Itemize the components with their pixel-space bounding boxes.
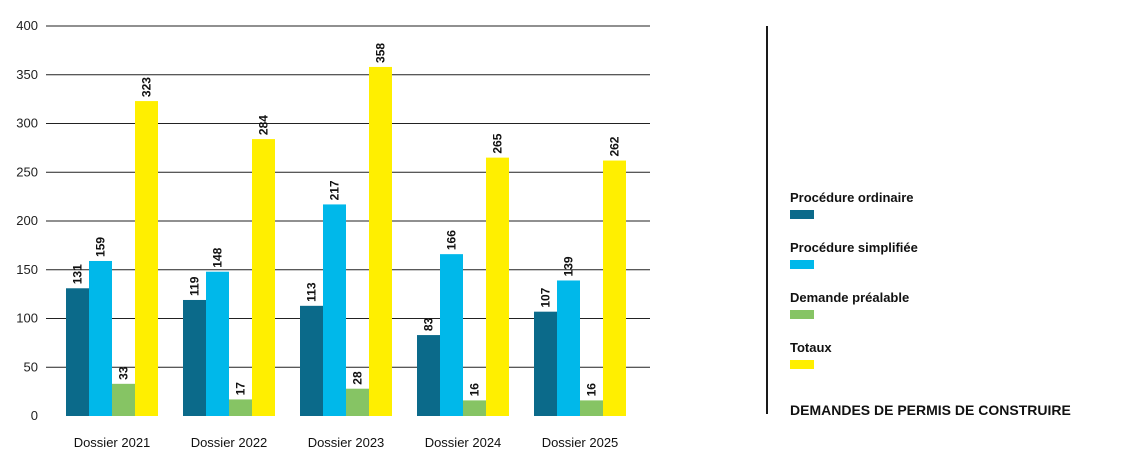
legend-item: Demande préalable (790, 290, 918, 340)
legend-swatch (790, 360, 814, 369)
data-label: 358 (374, 43, 388, 63)
data-label: 16 (585, 383, 599, 397)
legend-item: Procédure ordinaire (790, 190, 918, 240)
legend-swatch (790, 210, 814, 219)
bar (135, 101, 158, 416)
data-label: 119 (188, 276, 202, 296)
bar (603, 160, 626, 416)
y-tick-label: 50 (24, 359, 38, 374)
bar (346, 388, 369, 416)
bars (66, 66, 626, 416)
bar (252, 139, 275, 416)
y-tick-label: 350 (16, 67, 38, 82)
bar (112, 383, 135, 416)
data-label: 131 (71, 264, 85, 284)
data-label: 159 (94, 237, 108, 257)
vertical-divider (766, 26, 768, 414)
data-label: 139 (562, 256, 576, 276)
data-label: 33 (117, 366, 131, 380)
legend-swatch (790, 310, 814, 319)
data-label: 265 (491, 133, 505, 153)
x-category-label: Dossier 2021 (74, 435, 151, 450)
bar (229, 399, 252, 416)
bar (463, 400, 486, 416)
legend-label: Totaux (790, 340, 832, 355)
data-label: 262 (608, 136, 622, 156)
bar (206, 271, 229, 416)
x-category-label: Dossier 2025 (542, 435, 619, 450)
legend-item: Procédure simplifiée (790, 240, 918, 290)
x-axis-categories: Dossier 2021 Dossier 2022 Dossier 2023 Doss… (74, 435, 619, 450)
data-label: 323 (140, 77, 154, 97)
y-tick-label: 200 (16, 213, 38, 228)
y-tick-label: 100 (16, 311, 38, 326)
y-tick-label: 400 (16, 18, 38, 33)
legend-item: Totaux (790, 340, 918, 390)
bar (89, 260, 112, 416)
bar (486, 157, 509, 416)
y-tick-label: 150 (16, 262, 38, 277)
data-label: 28 (351, 371, 365, 385)
legend-label: Procédure simplifiée (790, 240, 918, 255)
legend-label: Procédure ordinaire (790, 190, 914, 205)
x-category-label: Dossier 2023 (308, 435, 385, 450)
y-axis-ticks: 0 50 100 150 200 250 300 350 400 (16, 18, 38, 423)
data-labels: 131 159 33 323 119 148 17 284 113 217 28 358 83 166 16… (71, 43, 622, 397)
data-label: 16 (468, 383, 482, 397)
x-category-label: Dossier 2022 (191, 435, 268, 450)
legend: Procédure ordinaire Procédure simplifiée D… (790, 190, 918, 390)
bar (323, 204, 346, 416)
bar (534, 311, 557, 416)
y-tick-label: 250 (16, 164, 38, 179)
data-label: 17 (234, 382, 248, 396)
bar (300, 305, 323, 416)
bar (369, 66, 392, 416)
bar (417, 335, 440, 416)
data-label: 166 (445, 230, 459, 250)
bar (66, 288, 89, 416)
chart-title: DEMANDES DE PERMIS DE CONSTRUIRE (790, 402, 1071, 418)
data-label: 107 (539, 287, 553, 307)
data-label: 148 (211, 247, 225, 267)
bar (557, 280, 580, 416)
data-label: 284 (257, 115, 271, 135)
y-tick-label: 0 (31, 408, 38, 423)
data-label: 217 (328, 180, 342, 200)
x-category-label: Dossier 2024 (425, 435, 502, 450)
bar (183, 299, 206, 416)
legend-swatch (790, 260, 814, 269)
data-label: 83 (422, 317, 436, 331)
legend-label: Demande préalable (790, 290, 910, 305)
data-label: 113 (305, 282, 319, 302)
y-tick-label: 300 (16, 116, 38, 131)
bar (440, 254, 463, 416)
bar (580, 400, 603, 416)
